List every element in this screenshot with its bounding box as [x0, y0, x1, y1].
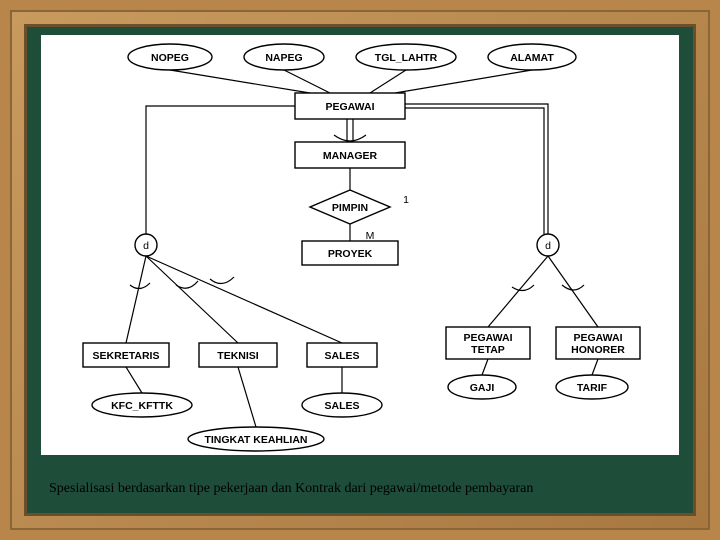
attr-gaji: GAJI: [448, 375, 516, 399]
attr-tgl-label: TGL_LAHTR: [375, 52, 438, 64]
entity-sales-label: SALES: [324, 350, 359, 362]
ptetap-l1: PEGAWAI: [463, 332, 512, 344]
attr-nopeg: NOPEG: [128, 44, 212, 70]
slide-caption: Spesialisasi berdasarkan tipe pekerjaan …: [49, 480, 671, 499]
attr-tingkat-keahlian: TINGKAT KEAHLIAN: [188, 427, 324, 451]
entity-sales: SALES: [307, 343, 377, 367]
phon-l1: PEGAWAI: [573, 332, 622, 344]
entity-pegawai-tetap: PEGAWAI TETAP: [446, 327, 530, 359]
entity-proyek-label: PROYEK: [328, 248, 373, 260]
attr-tkt-label: TINGKAT KEAHLIAN: [204, 434, 307, 446]
entity-sekretaris-label: SEKRETARIS: [93, 350, 160, 362]
card-1: 1: [403, 194, 409, 206]
attr-tarif: TARIF: [556, 375, 628, 399]
disjoint-right: d: [537, 234, 559, 256]
attr-kfc: KFC_KFTTK: [92, 393, 192, 417]
chalkboard: NOPEG NAPEG TGL_LAHTR ALAMAT: [24, 24, 696, 516]
attr-alamat: ALAMAT: [488, 44, 576, 70]
disjoint-left-label: d: [143, 240, 149, 252]
attr-tarif-label: TARIF: [577, 382, 608, 394]
rel-pimpin: PIMPIN: [310, 190, 390, 224]
rel-pimpin-label: PIMPIN: [332, 202, 368, 214]
entity-pegawai: PEGAWAI: [295, 93, 405, 119]
disjoint-left: d: [135, 234, 157, 256]
wood-frame: NOPEG NAPEG TGL_LAHTR ALAMAT: [10, 10, 710, 530]
attr-sales2-label: SALES: [324, 400, 359, 412]
entity-manager-label: MANAGER: [323, 150, 378, 162]
entity-pegawai-honorer: PEGAWAI HONORER: [556, 327, 640, 359]
er-diagram-svg: NOPEG NAPEG TGL_LAHTR ALAMAT: [41, 35, 679, 455]
phon-l2: HONORER: [571, 344, 625, 356]
entity-sekretaris: SEKRETARIS: [83, 343, 169, 367]
attr-kfc-label: KFC_KFTTK: [111, 400, 173, 412]
attr-gaji-label: GAJI: [470, 382, 495, 394]
diagram-paper: NOPEG NAPEG TGL_LAHTR ALAMAT: [41, 35, 679, 455]
entity-teknisi-label: TEKNISI: [217, 350, 259, 362]
attr-napeg-label: NAPEG: [265, 52, 302, 64]
attr-alamat-label: ALAMAT: [510, 52, 554, 64]
card-m: M: [366, 230, 375, 242]
entity-manager: MANAGER: [295, 142, 405, 168]
attr-napeg: NAPEG: [244, 44, 324, 70]
entity-pegawai-label: PEGAWAI: [325, 101, 374, 113]
attr-nopeg-label: NOPEG: [151, 52, 189, 64]
entity-teknisi: TEKNISI: [199, 343, 277, 367]
ptetap-l2: TETAP: [471, 344, 505, 356]
disjoint-right-label: d: [545, 240, 551, 252]
attr-sales2: SALES: [302, 393, 382, 417]
entity-proyek: PROYEK: [302, 241, 398, 265]
attr-tgl: TGL_LAHTR: [356, 44, 456, 70]
